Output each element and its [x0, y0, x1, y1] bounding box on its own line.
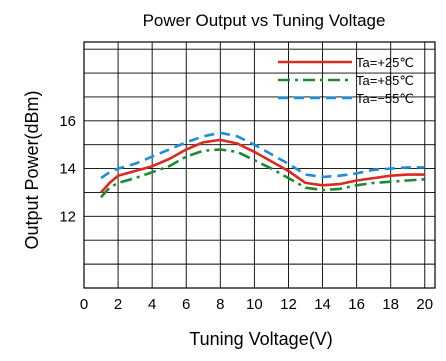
- y-tick-label: 12: [59, 208, 76, 225]
- x-tick-label: 6: [182, 296, 190, 313]
- x-tick-label: 12: [280, 296, 297, 313]
- x-tick-label: 14: [314, 296, 331, 313]
- legend-label-2: Ta=+85℃: [356, 73, 414, 88]
- series-lines: [100, 131, 425, 199]
- legend: Ta=+25℃ Ta=+85℃ Ta=−55℃: [278, 55, 414, 106]
- series-line-3: [100, 131, 425, 180]
- series-line-1: [100, 138, 425, 194]
- x-tick-label: 20: [416, 296, 433, 313]
- y-axis-label: Output Power(dBm): [22, 90, 42, 249]
- plot-frame: [83, 41, 436, 289]
- y-tick-label: 14: [59, 161, 76, 178]
- chart-title: Power Output vs Tuning Voltage: [143, 11, 386, 30]
- legend-label-1: Ta=+25℃: [356, 55, 414, 70]
- x-axis-label: Tuning Voltage(V): [189, 329, 332, 349]
- x-tick-label: 16: [348, 296, 365, 313]
- x-tick-label: 10: [246, 296, 263, 313]
- tick-labels: 0 2 4 6 8 10 12 14 16 18 20 12 14 16: [59, 113, 433, 313]
- x-tick-label: 18: [382, 296, 399, 313]
- x-tick-label: 0: [80, 296, 88, 313]
- series-line-2: [100, 148, 425, 199]
- x-tick-label: 8: [216, 296, 224, 313]
- x-tick-label: 2: [114, 296, 122, 313]
- y-tick-label: 16: [59, 113, 76, 130]
- x-tick-label: 4: [148, 296, 156, 313]
- legend-label-3: Ta=−55℃: [356, 91, 414, 106]
